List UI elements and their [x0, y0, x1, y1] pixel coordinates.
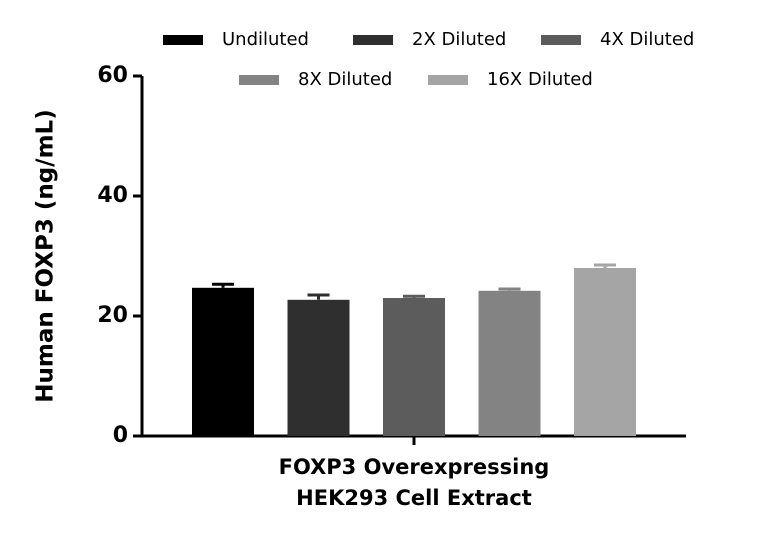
- x-tick-label: FOXP3 Overexpressing HEK293 Cell Extract: [278, 455, 550, 510]
- error-bar: [212, 282, 234, 288]
- y-tick-label: 40: [97, 183, 128, 208]
- y-tick-label: 0: [113, 423, 128, 448]
- bar: [383, 298, 445, 436]
- y-tick-label: 60: [97, 63, 128, 88]
- legend-label: Undiluted: [222, 29, 309, 50]
- error-bar: [307, 293, 330, 300]
- bar: [574, 268, 636, 436]
- legend-swatch: [163, 35, 203, 45]
- y-axis-title: Human FOXP3 (ng/mL): [33, 109, 59, 402]
- legend-label: 4X Diluted: [600, 29, 694, 50]
- error-bar: [498, 287, 521, 291]
- legend-label: 16X Diluted: [487, 69, 593, 90]
- error-bar: [403, 294, 425, 298]
- legend-swatch: [239, 75, 279, 85]
- legend-label: 2X Diluted: [412, 29, 506, 50]
- error-bar: [594, 263, 616, 268]
- legend-swatch: [428, 75, 468, 85]
- legend-swatch: [353, 35, 393, 45]
- legend-swatch: [541, 35, 581, 45]
- bar: [192, 287, 254, 436]
- y-tick-label: 20: [97, 303, 128, 328]
- bar: [287, 299, 350, 436]
- legend-label: 8X Diluted: [298, 69, 392, 90]
- bar: [478, 290, 541, 436]
